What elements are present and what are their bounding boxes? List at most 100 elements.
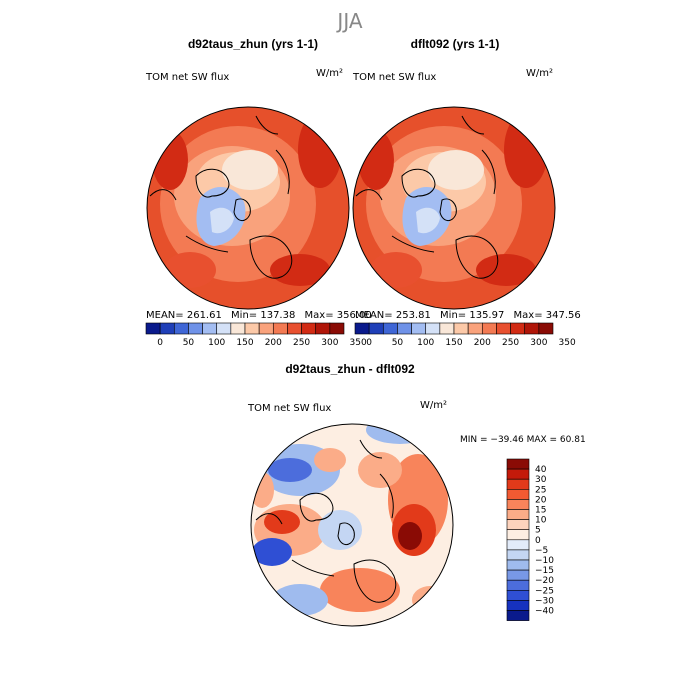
- panel-2-max-value: 347.56: [546, 310, 581, 321]
- diff-colorbar-swatch: [506, 478, 530, 490]
- panel-2-title: dflt092 (yrs 1-1): [411, 37, 500, 51]
- diff-colorbar-tick-label: 40: [535, 465, 547, 475]
- diff-panel-title: d92taus_zhun - dflt092: [285, 362, 415, 376]
- panel-1-colorbar-swatch: [258, 322, 274, 335]
- diff-colorbar-swatch: [506, 529, 530, 541]
- diff-panel-minmax: MIN = −39.46 MAX = 60.81: [460, 435, 586, 445]
- panel-1-units: W/m²: [316, 68, 343, 79]
- diff-panel-units: W/m²: [420, 400, 447, 411]
- panel-1-colorbar-swatch: [145, 322, 161, 335]
- panel-1-max-label: Max=: [305, 310, 334, 321]
- panel-1-colorbar-swatch: [159, 322, 175, 335]
- panel-2-colorbar-swatch: [382, 322, 398, 335]
- panel-2-colorbar-tick-label: 50: [392, 338, 404, 348]
- panel-1-title: d92taus_zhun (yrs 1-1): [188, 37, 318, 51]
- panel-2-colorbar-swatch: [453, 322, 469, 335]
- panel-1-colorbar-tick-label: 300: [321, 338, 338, 348]
- panel-1-colorbar-tick-label: 0: [157, 338, 163, 348]
- panel-1-colorbar-tick-label: 250: [293, 338, 310, 348]
- panel-2-colorbar-swatch: [524, 322, 540, 335]
- panel-2-map: [353, 107, 555, 309]
- panel-1-colorbar-tick-label: 350: [350, 338, 367, 348]
- panel-1-colorbar-swatch: [301, 322, 317, 335]
- panel-1-min-label: Min=: [231, 310, 257, 321]
- panel-2-field-label: TOM net SW flux: [352, 72, 436, 83]
- diff-colorbar-tick-label: 15: [535, 506, 546, 516]
- diff-panel: d92taus_zhun - dflt092 TOM net SW flux W…: [247, 362, 586, 627]
- panel-2-colorbar-tick-label: 350: [559, 338, 576, 348]
- diff-colorbar-swatch: [506, 539, 530, 551]
- panel-2-colorbar-swatch: [354, 322, 370, 335]
- panel-2-min-label: Min=: [440, 310, 466, 321]
- panel-2-colorbar-swatch: [538, 322, 554, 335]
- panel-1-colorbar-swatch: [329, 322, 345, 335]
- panel-1-colorbar-ticks: 0 50 100 150 200 250 300 350: [157, 338, 367, 348]
- diff-colorbar-swatch: [506, 519, 530, 530]
- panel-1-colorbar-swatch: [173, 322, 189, 335]
- diff-colorbar-swatch: [506, 499, 530, 510]
- panel-2-colorbar-swatch: [481, 322, 497, 335]
- panel-1-colorbar: [145, 322, 345, 335]
- panel-1-colorbar-swatch: [230, 322, 246, 335]
- diff-colorbar-swatch: [506, 458, 530, 470]
- diff-colorbar-tick-label: 0: [535, 536, 541, 546]
- panel-1-max-value: 356.00: [337, 310, 372, 321]
- panel-2-mean-value: 253.81: [396, 310, 431, 321]
- diff-colorbar-tick-label: −10: [535, 556, 554, 566]
- panel-1-colorbar-tick-label: 100: [208, 338, 225, 348]
- panel-2-colorbar-tick-label: 200: [474, 338, 491, 348]
- diff-colorbar-swatch: [506, 509, 530, 520]
- diff-colorbar-tick-label: −20: [535, 576, 554, 586]
- diff-colorbar-tick-label: 30: [535, 475, 547, 485]
- panel-1-colorbar-swatch: [216, 322, 232, 335]
- panel-2-mean-label: MEAN=: [355, 310, 393, 321]
- panel-1-stats: MEAN= 261.61 Min= 137.38 Max= 356.00: [146, 310, 372, 321]
- panel-2-colorbar-tick-label: 0: [366, 338, 372, 348]
- diff-colorbar-tick-label: 20: [535, 495, 547, 505]
- panel-2-colorbar: [354, 322, 554, 335]
- panel-2-colorbar-swatch: [368, 322, 384, 335]
- diff-colorbar-tick-label: 25: [535, 485, 546, 495]
- diff-colorbar-swatch: [506, 610, 530, 621]
- diff-colorbar-tick-label: 5: [535, 526, 541, 536]
- diff-colorbar-swatch: [506, 559, 530, 571]
- diff-colorbar-swatch: [506, 569, 530, 581]
- panel-1-colorbar-swatch: [272, 322, 288, 335]
- panel-1-map: [147, 107, 349, 309]
- panel-1-mean-value: 261.61: [187, 310, 222, 321]
- diff-panel-map: [251, 424, 453, 626]
- panel-1-mean-label: MEAN=: [146, 310, 184, 321]
- panel-1-colorbar-swatch: [188, 322, 203, 335]
- panel-2-colorbar-tick-label: 250: [502, 338, 519, 348]
- diff-colorbar-swatch: [506, 600, 530, 611]
- diff-colorbar-tick-label: −30: [535, 596, 554, 606]
- panel-1-map-outline: [146, 106, 350, 310]
- diff-colorbar-swatch: [506, 468, 530, 480]
- diff-colorbar-swatch: [506, 579, 530, 591]
- panel-2-colorbar-swatch: [439, 322, 455, 335]
- panel-2-colorbar-swatch: [411, 322, 427, 335]
- panel-2-colorbar-swatch: [397, 322, 412, 335]
- diff-colorbar-swatch: [506, 549, 530, 561]
- page-title: JJA: [335, 9, 362, 33]
- panel-2-units: W/m²: [526, 68, 553, 79]
- panel-1-min-value: 137.38: [260, 310, 295, 321]
- panel-2-map-outline: [352, 106, 556, 310]
- diff-colorbar-tick-label: 10: [535, 516, 547, 526]
- panel-1-field-label: TOM net SW flux: [145, 72, 229, 83]
- panel-1: d92taus_zhun (yrs 1-1) TOM net SW flux W…: [145, 37, 372, 348]
- panel-2-colorbar-ticks: 0 50 100 150 200 250 300 350: [366, 338, 576, 348]
- panel-2-stats: MEAN= 253.81 Min= 135.97 Max= 347.56: [355, 310, 581, 321]
- panel-1-colorbar-tick-label: 50: [183, 338, 195, 348]
- panel-1-colorbar-swatch: [244, 322, 260, 335]
- panel-2-colorbar-swatch: [496, 322, 511, 335]
- panel-1-colorbar-tick-label: 150: [236, 338, 253, 348]
- diff-colorbar-tick-label: −15: [535, 566, 554, 576]
- panel-1-colorbar-swatch: [287, 322, 302, 335]
- diff-colorbar-swatch: [506, 488, 530, 500]
- panel-2-colorbar-tick-label: 100: [417, 338, 434, 348]
- panel-2-colorbar-tick-label: 300: [530, 338, 547, 348]
- panel-1-colorbar-swatch: [315, 322, 331, 335]
